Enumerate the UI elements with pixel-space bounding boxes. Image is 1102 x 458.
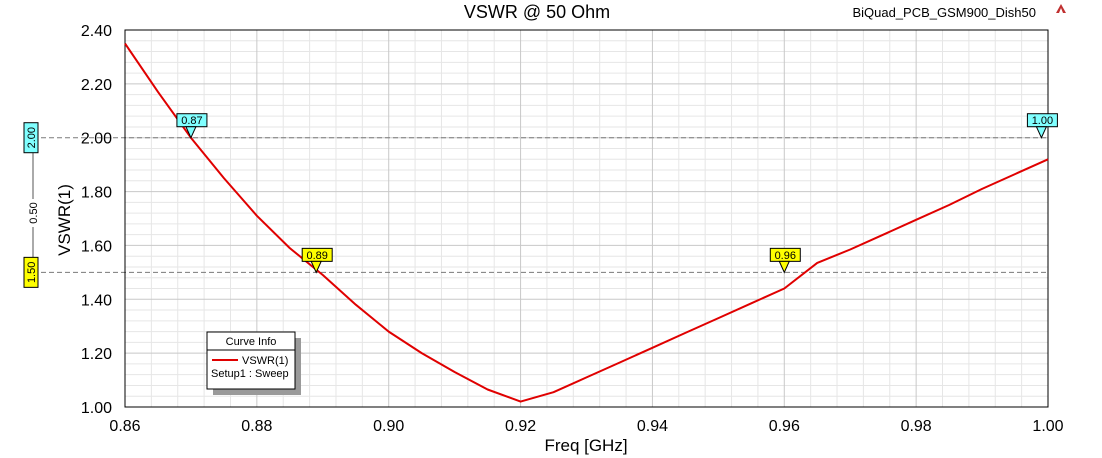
legend-title: Curve Info bbox=[226, 336, 277, 348]
reference-legend-area: 0.50 2.00 1.50 bbox=[23, 122, 40, 288]
x-tick-label: 0.86 bbox=[109, 418, 140, 435]
markers: 0.87 0.89 0.96 1.00 bbox=[176, 113, 1058, 274]
curve-legend[interactable]: Curve Info VSWR(1) Setup1 : Sweep bbox=[206, 331, 301, 395]
x-tick-label: 0.98 bbox=[901, 418, 932, 435]
project-name: BiQuad_PCB_GSM900_Dish50 bbox=[852, 5, 1036, 20]
y-tick-label: 1.00 bbox=[81, 400, 112, 417]
legend-entry-vswr: VSWR(1) bbox=[242, 355, 288, 367]
marker-label: 0.96 bbox=[775, 250, 796, 262]
marker-pointer bbox=[778, 260, 791, 274]
marker-pointer bbox=[310, 260, 322, 274]
delta-label-bg bbox=[27, 199, 39, 227]
y-tick-label: 1.20 bbox=[81, 346, 112, 363]
marker-pointer bbox=[185, 126, 197, 139]
legend-subtitle: Setup1 : Sweep bbox=[211, 368, 289, 380]
marker-label: 1.00 bbox=[1032, 115, 1053, 127]
plot-area-border bbox=[124, 29, 1049, 408]
series-line-vswr bbox=[124, 42, 1049, 403]
x-tick-label: 0.92 bbox=[505, 418, 536, 435]
y-tick-label: 2.40 bbox=[81, 23, 112, 40]
y-tick-label: 2.00 bbox=[81, 131, 112, 148]
x-tick-label: 1.00 bbox=[1032, 418, 1063, 435]
y-axis-label: VSWR(1) bbox=[55, 184, 74, 256]
ansys-logo-icon bbox=[1056, 4, 1066, 13]
reference-line-label: 2.00 bbox=[26, 127, 38, 148]
marker-label: 0.87 bbox=[181, 115, 202, 127]
tick-labels: 0.86 0.88 0.90 0.92 0.94 0.96 0.98 1.00 1.00 1.20… bbox=[81, 23, 1064, 435]
y-tick-label: 2.20 bbox=[81, 77, 112, 94]
series-layer bbox=[124, 42, 1049, 403]
x-tick-label: 0.96 bbox=[769, 418, 800, 435]
y-tick-label: 1.40 bbox=[81, 292, 112, 309]
grid bbox=[125, 30, 1048, 407]
reference-lines bbox=[25, 137, 1048, 273]
marker-pointer bbox=[1035, 126, 1048, 139]
x-axis-label: Freq [GHz] bbox=[544, 436, 627, 455]
chart-title: VSWR @ 50 Ohm bbox=[464, 2, 610, 22]
y-tick-label: 1.60 bbox=[81, 238, 112, 255]
x-tick-label: 0.94 bbox=[637, 418, 668, 435]
y-tick-label: 1.80 bbox=[81, 185, 112, 202]
x-tick-label: 0.90 bbox=[373, 418, 404, 435]
reference-line-label: 1.50 bbox=[26, 262, 38, 283]
reference-line-label-bg bbox=[23, 122, 39, 154]
marker-label: 0.89 bbox=[306, 250, 327, 262]
reference-line-label-bg bbox=[23, 256, 39, 288]
delta-label: 0.50 bbox=[28, 202, 40, 223]
x-tick-label: 0.88 bbox=[241, 418, 272, 435]
